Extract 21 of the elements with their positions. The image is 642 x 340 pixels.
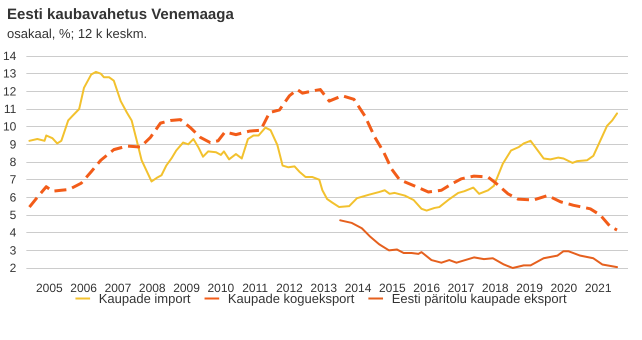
y-tick-label: 4 bbox=[10, 226, 17, 240]
y-tick-label: 14 bbox=[2, 49, 17, 63]
y-tick-label: 7 bbox=[10, 172, 17, 187]
y-tick-label: 6 bbox=[10, 190, 17, 204]
y-tick-label: 9 bbox=[10, 137, 17, 152]
y-tick-label: 12 bbox=[2, 84, 17, 98]
x-tick-label: 2005 bbox=[36, 281, 63, 295]
y-tick-label: 8 bbox=[10, 155, 17, 169]
x-tick-label: 2021 bbox=[584, 281, 612, 295]
y-tick-label: 3 bbox=[10, 243, 17, 258]
chart-subtitle: osakaal, %; 12 k keskm. bbox=[7, 26, 148, 41]
y-tick-label: 10 bbox=[2, 120, 17, 134]
line-series bbox=[28, 70, 618, 212]
line-series bbox=[28, 88, 619, 232]
y-tick-label: 11 bbox=[4, 102, 17, 116]
line-series bbox=[339, 219, 618, 269]
y-tick-label: 5 bbox=[10, 208, 17, 222]
y-tick-label: 2 bbox=[10, 261, 17, 275]
chart-title: Eesti kaubavahetus Venemaaga bbox=[7, 6, 234, 23]
x-tick-label: 2006 bbox=[70, 281, 98, 295]
y-tick-label: 13 bbox=[2, 66, 17, 81]
